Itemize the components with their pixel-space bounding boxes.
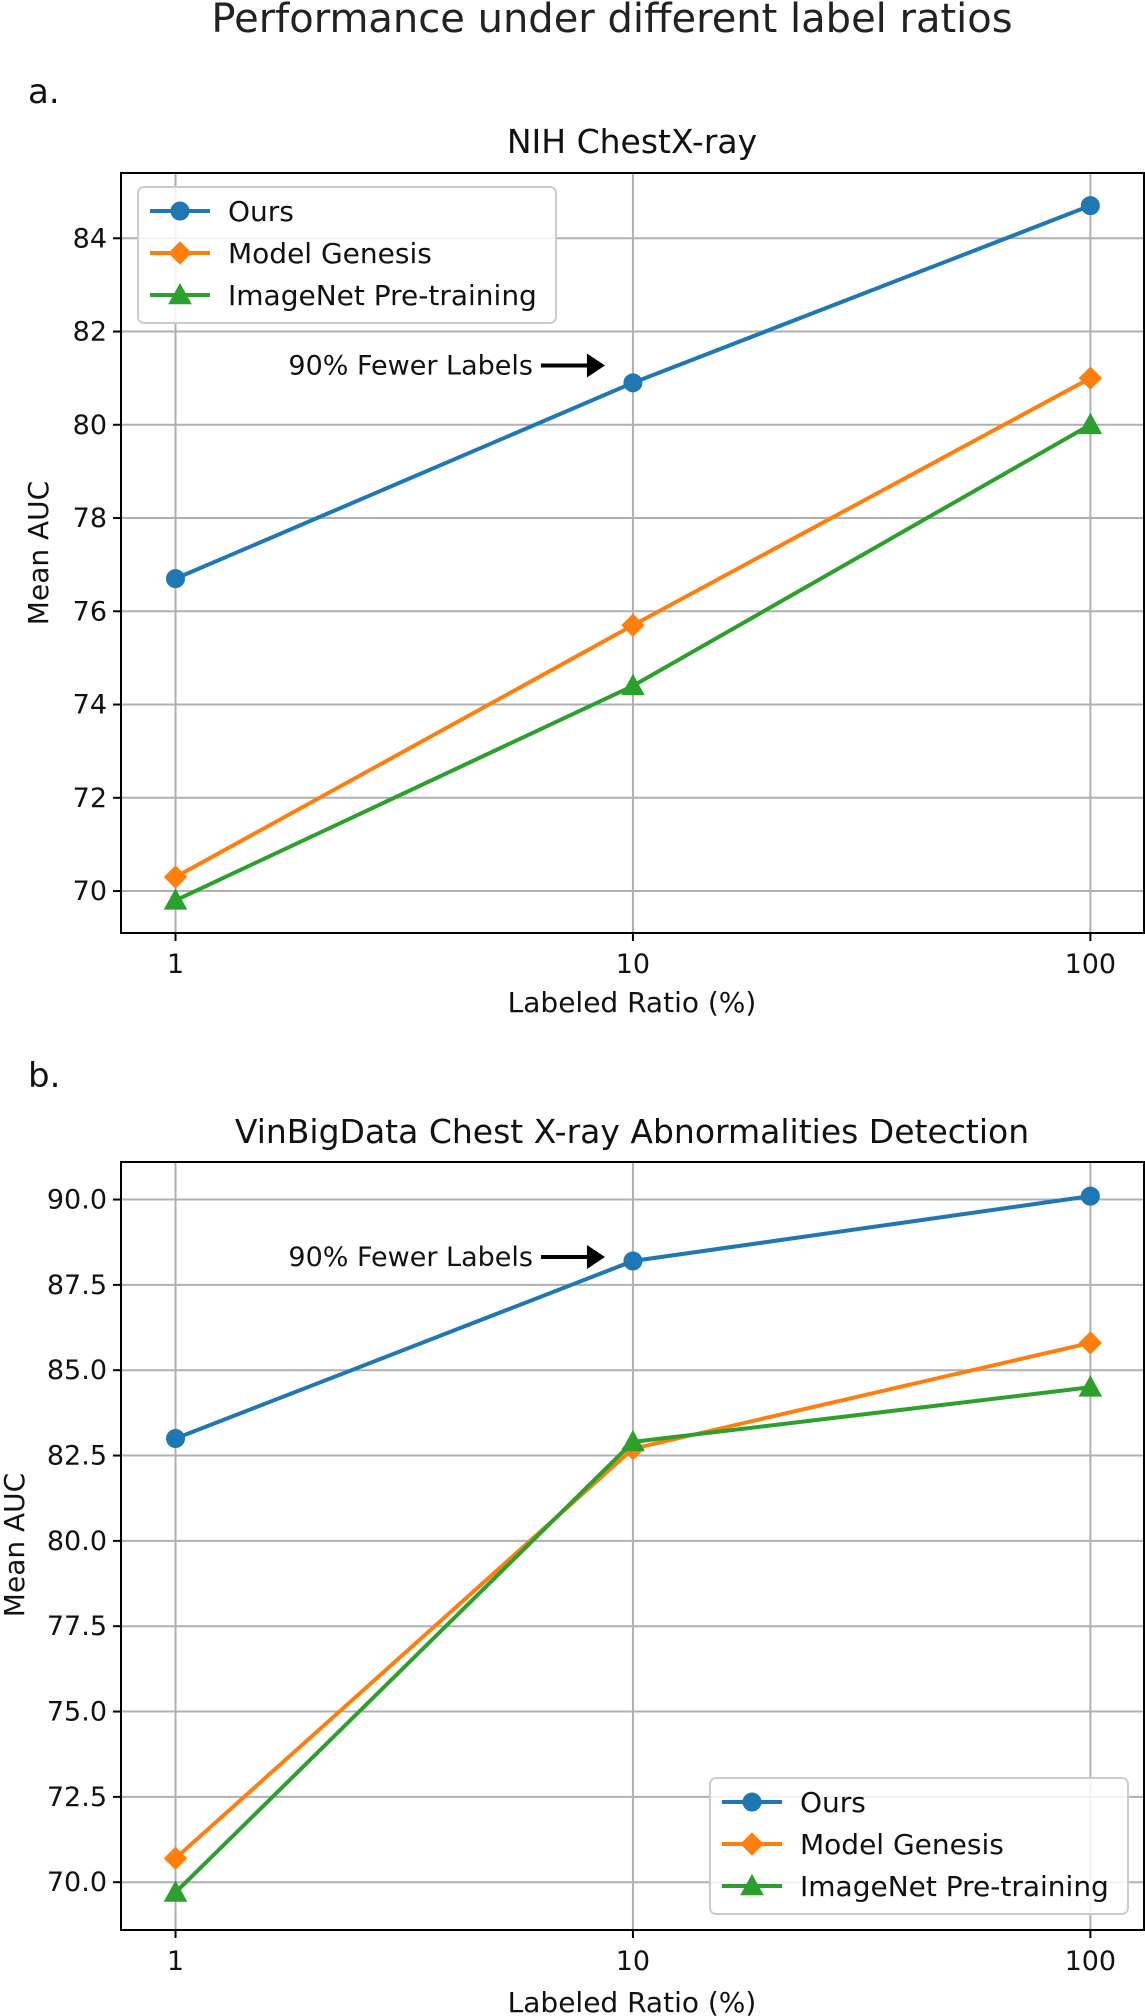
panel-a-annotation-arrow-head	[586, 353, 605, 378]
panel-a-x-tick-label: 1	[167, 949, 184, 980]
panel-a-y-tick-label: 82	[73, 317, 107, 348]
panel-a-legend-marker-model-genesis	[168, 241, 192, 265]
panel-a-point-imagenet-pre-training	[1078, 412, 1103, 435]
panel-a-point-imagenet-pre-training	[621, 673, 645, 696]
panel-a-x-tick-label: 100	[1065, 949, 1117, 980]
panel-a-y-tick-label: 80	[73, 410, 107, 441]
panel-a-label: a.	[28, 72, 60, 112]
panel-b-legend-marker-model-genesis	[740, 1832, 764, 1856]
panel-b-y-tick-label: 70.0	[47, 1867, 107, 1898]
panel-a-legend-box	[137, 186, 557, 324]
panel-a-title: NIH ChestX-ray	[507, 122, 757, 161]
panel-b-annotation-text: 90% Fewer Labels	[288, 1242, 533, 1273]
panel-b-legend-box	[709, 1777, 1129, 1915]
panel-b-point-imagenet-pre-training	[621, 1429, 645, 1452]
panel-b: b. VinBigData Chest X-ray Abnormalities …	[0, 1056, 1145, 2016]
panel-b-point-ours	[1080, 1186, 1100, 1206]
panel-a-series	[163, 196, 1103, 910]
panel-a-y-tick-label: 78	[73, 503, 107, 534]
panel-b-y-tick-label: 80.0	[47, 1526, 107, 1557]
panel-b-title: VinBigData Chest X-ray Abnormalities Det…	[235, 1112, 1029, 1151]
panel-a-x-tick-label: 10	[616, 949, 650, 980]
panel-b-legend-label-model-genesis: Model Genesis	[800, 1828, 1004, 1861]
panel-b-legend-label-imagenet-pre-training: ImageNet Pre-training	[800, 1870, 1109, 1903]
panel-b-point-model-genesis	[163, 1846, 188, 1871]
panel-a-point-model-genesis	[621, 613, 645, 637]
panel-a-y-tick-label: 72	[73, 783, 107, 814]
panel-b-point-model-genesis	[1078, 1331, 1103, 1355]
panel-a-point-ours	[623, 373, 643, 393]
panel-a-point-imagenet-pre-training	[163, 888, 188, 910]
panel-a-annotation: 90% Fewer Labels	[288, 350, 605, 381]
panel-b-series	[163, 1186, 1103, 1902]
panel-a-annotation-text: 90% Fewer Labels	[288, 350, 533, 381]
panel-a-point-model-genesis	[1078, 366, 1103, 390]
panel-b-annotation: 90% Fewer Labels	[288, 1242, 605, 1273]
panel-a-point-model-genesis	[163, 865, 188, 889]
panel-a: a. NIH ChestX-ray 1 10 100 70 72 74 76 78 80 82 84…	[22, 72, 1145, 1019]
panel-b-xlabel: Labeled Ratio (%)	[508, 1986, 757, 2016]
panel-a-y-tick-label: 74	[73, 690, 107, 721]
panel-b-y-tick-label: 90.0	[47, 1185, 107, 1216]
panel-a-ylabel: Mean AUC	[22, 481, 55, 625]
panel-a-legend-label-model-genesis: Model Genesis	[228, 237, 432, 270]
panel-a-point-ours	[1080, 196, 1100, 216]
panel-a-y-tick-label: 70	[73, 876, 107, 907]
panel-b-x-tick-label: 1	[167, 1946, 184, 1977]
panel-b-y-tick-label: 75.0	[47, 1697, 107, 1728]
panel-b-point-ours	[166, 1428, 186, 1448]
panel-b-point-imagenet-pre-training	[163, 1880, 188, 1902]
panel-a-xlabel: Labeled Ratio (%)	[508, 986, 757, 1019]
panel-b-x-tick-label: 100	[1065, 1946, 1117, 1977]
panel-b-y-tick-label: 85.0	[47, 1355, 107, 1386]
panel-b-point-ours	[623, 1251, 643, 1271]
panel-b-legend: Ours Model Genesis ImageNet Pre-training	[709, 1777, 1129, 1915]
panel-a-legend-marker-ours	[170, 201, 190, 221]
panel-a-point-ours	[166, 569, 186, 589]
panel-b-y-tick-label: 87.5	[47, 1270, 107, 1301]
panel-b-y-tick-label: 82.5	[47, 1441, 107, 1472]
panel-a-y-tick-label: 76	[73, 596, 107, 627]
panel-b-legend-marker-imagenet-pre-training	[740, 1873, 764, 1896]
figure-title: Performance under different label ratios	[211, 0, 1012, 42]
panel-a-ticks: 1 10 100 70 72 74 76 78 80 82 84	[73, 223, 1116, 980]
panel-b-y-tick-label: 72.5	[47, 1782, 107, 1813]
panel-b-point-imagenet-pre-training	[1078, 1375, 1103, 1397]
panel-b-annotation-arrow-head	[586, 1244, 605, 1269]
panel-b-legend-marker-ours	[742, 1792, 762, 1812]
panel-a-y-tick-label: 84	[73, 223, 107, 254]
panel-b-ylabel: Mean AUC	[0, 1473, 31, 1617]
panel-a-legend: Ours Model Genesis ImageNet Pre-training	[137, 186, 557, 324]
panel-b-x-tick-label: 10	[616, 1946, 650, 1977]
panel-b-ticks: 1 10 100 70.0 72.5 75.0 77.5 80.0 82.5 85.0 87.5 90…	[47, 1185, 1116, 1977]
panel-b-y-tick-label: 77.5	[47, 1611, 107, 1642]
panel-a-legend-marker-imagenet-pre-training	[168, 282, 192, 305]
panel-a-legend-label-ours: Ours	[228, 195, 294, 228]
panel-b-label: b.	[28, 1056, 60, 1096]
panel-a-legend-label-imagenet-pre-training: ImageNet Pre-training	[228, 279, 537, 312]
panel-b-legend-label-ours: Ours	[800, 1786, 866, 1819]
